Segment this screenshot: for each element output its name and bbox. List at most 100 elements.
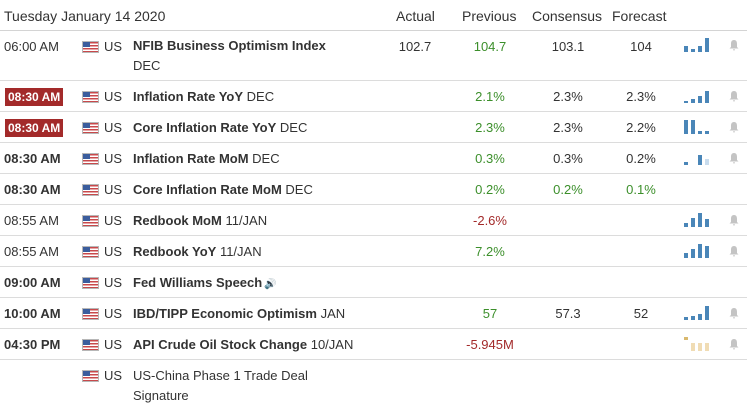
table-row[interactable]: 04:30 PM US API Crude Oil Stock Change 1… <box>0 329 747 360</box>
history-sparkline[interactable] <box>684 89 714 103</box>
spark-bar <box>698 155 702 165</box>
country-code: US <box>104 182 123 197</box>
event-name[interactable]: IBD/TIPP Economic Optimism JAN <box>133 306 346 321</box>
event-time: 08:30 AM <box>5 119 64 137</box>
event-name[interactable]: Fed Williams Speech 🔊 <box>133 275 277 290</box>
table-row[interactable]: 09:00 AM US Fed Williams Speech 🔊 <box>0 267 747 298</box>
event-name[interactable]: Redbook MoM 11/JAN <box>133 213 268 228</box>
event-name[interactable]: Inflation Rate YoY DEC <box>133 89 275 104</box>
spark-bar <box>705 306 709 320</box>
event-name[interactable]: API Crude Oil Stock Change 10/JAN <box>133 337 354 352</box>
column-actual: Actual <box>396 8 435 24</box>
event-time: 08:55 AM <box>4 213 59 228</box>
event-time: 08:30 AM <box>5 88 64 106</box>
us-flag-icon <box>82 91 99 103</box>
consensus-value: 103.1 <box>551 39 585 54</box>
consensus-value: 0.3% <box>553 151 583 166</box>
us-flag-icon <box>82 184 99 196</box>
consensus-value: 2.3% <box>553 89 583 104</box>
history-sparkline[interactable] <box>684 244 714 258</box>
bell-icon[interactable] <box>728 245 740 257</box>
bell-icon[interactable] <box>728 214 740 226</box>
spark-bar <box>691 218 695 227</box>
spark-bar <box>684 120 688 134</box>
us-flag-icon <box>82 215 99 227</box>
spark-bar <box>684 253 688 258</box>
previous-value: 7.2% <box>475 244 505 259</box>
spark-bar <box>691 343 695 351</box>
us-flag-icon <box>82 41 99 53</box>
table-row[interactable]: 08:55 AM US Redbook MoM 11/JAN -2.6% <box>0 205 747 236</box>
column-consensus: Consensus <box>532 8 603 24</box>
event-name[interactable]: Inflation Rate MoM DEC <box>133 151 280 166</box>
country-code: US <box>104 151 123 166</box>
calendar-header: Tuesday January 14 2020 Actual Previous … <box>0 0 747 31</box>
column-forecast: Forecast <box>612 8 667 24</box>
consensus-value: 2.3% <box>553 120 583 135</box>
history-sparkline[interactable] <box>684 306 714 320</box>
previous-value: -5.945M <box>466 337 514 352</box>
bell-icon[interactable] <box>728 90 740 102</box>
table-row[interactable]: 08:55 AM US Redbook YoY 11/JAN 7.2% <box>0 236 747 267</box>
previous-value: 2.1% <box>475 89 505 104</box>
table-row[interactable]: 10:00 AM US IBD/TIPP Economic Optimism J… <box>0 298 747 329</box>
date-heading: Tuesday January 14 2020 <box>4 8 166 24</box>
table-row[interactable]: 08:30 AM US Inflation Rate YoY DEC 2.1% … <box>0 81 747 112</box>
forecast-value: 2.2% <box>626 120 656 135</box>
forecast-value: 52 <box>633 306 649 321</box>
event-time: 06:00 AM <box>4 39 59 54</box>
spark-bar <box>705 343 709 351</box>
previous-value: 0.3% <box>475 151 505 166</box>
spark-bar <box>684 337 688 340</box>
event-time: 08:30 AM <box>4 182 61 197</box>
bell-icon[interactable] <box>728 39 740 51</box>
spark-bar <box>684 162 688 165</box>
us-flag-icon <box>82 246 99 258</box>
table-row[interactable]: 08:30 AM US Inflation Rate MoM DEC 0.3% … <box>0 143 747 174</box>
history-sparkline[interactable] <box>684 151 714 165</box>
spark-bar <box>684 223 688 227</box>
spark-bar <box>698 46 702 52</box>
spark-bar <box>691 49 695 52</box>
history-sparkline[interactable] <box>684 38 714 52</box>
event-name[interactable]: NFIB Business Optimism Index DEC <box>133 38 326 73</box>
spark-bar <box>705 131 709 134</box>
table-row[interactable]: 08:30 AM US Core Inflation Rate MoM DEC … <box>0 174 747 205</box>
spark-bar <box>705 219 709 227</box>
table-row[interactable]: 06:00 AM US NFIB Business Optimism Index… <box>0 31 747 81</box>
spark-bar <box>691 99 695 103</box>
spark-bar <box>684 46 688 52</box>
country-code: US <box>104 244 123 259</box>
event-name[interactable]: US-China Phase 1 Trade Deal Signature <box>133 368 308 403</box>
history-sparkline[interactable] <box>684 337 714 351</box>
event-name[interactable]: Redbook YoY 11/JAN <box>133 244 262 259</box>
consensus-value: 57.3 <box>555 306 581 321</box>
previous-value: 104.7 <box>473 39 507 54</box>
speaker-icon: 🔊 <box>264 279 277 290</box>
spark-bar <box>698 244 702 258</box>
spark-bar <box>684 101 688 103</box>
forecast-value: 0.2% <box>626 151 656 166</box>
country-code: US <box>104 337 123 352</box>
event-time: 09:00 AM <box>4 275 61 290</box>
event-time: 08:30 AM <box>4 151 61 166</box>
event-time: 10:00 AM <box>4 306 61 321</box>
event-name[interactable]: Core Inflation Rate MoM DEC <box>133 182 313 197</box>
spark-bar <box>705 38 709 52</box>
bell-icon[interactable] <box>728 307 740 319</box>
previous-value: 0.2% <box>475 182 505 197</box>
bell-icon[interactable] <box>728 121 740 133</box>
spark-bar <box>698 96 702 103</box>
history-sparkline[interactable] <box>684 120 714 134</box>
bell-icon[interactable] <box>728 338 740 350</box>
us-flag-icon <box>82 122 99 134</box>
forecast-value: 0.1% <box>626 182 656 197</box>
bell-icon[interactable] <box>728 152 740 164</box>
history-sparkline[interactable] <box>684 213 714 227</box>
us-flag-icon <box>82 339 99 351</box>
table-row[interactable]: 08:30 AM US Core Inflation Rate YoY DEC … <box>0 112 747 143</box>
consensus-value: 0.2% <box>553 182 583 197</box>
event-name[interactable]: Core Inflation Rate YoY DEC <box>133 120 308 135</box>
event-time: 04:30 PM <box>4 337 61 352</box>
table-row[interactable]: US US-China Phase 1 Trade Deal Signature <box>0 360 747 408</box>
